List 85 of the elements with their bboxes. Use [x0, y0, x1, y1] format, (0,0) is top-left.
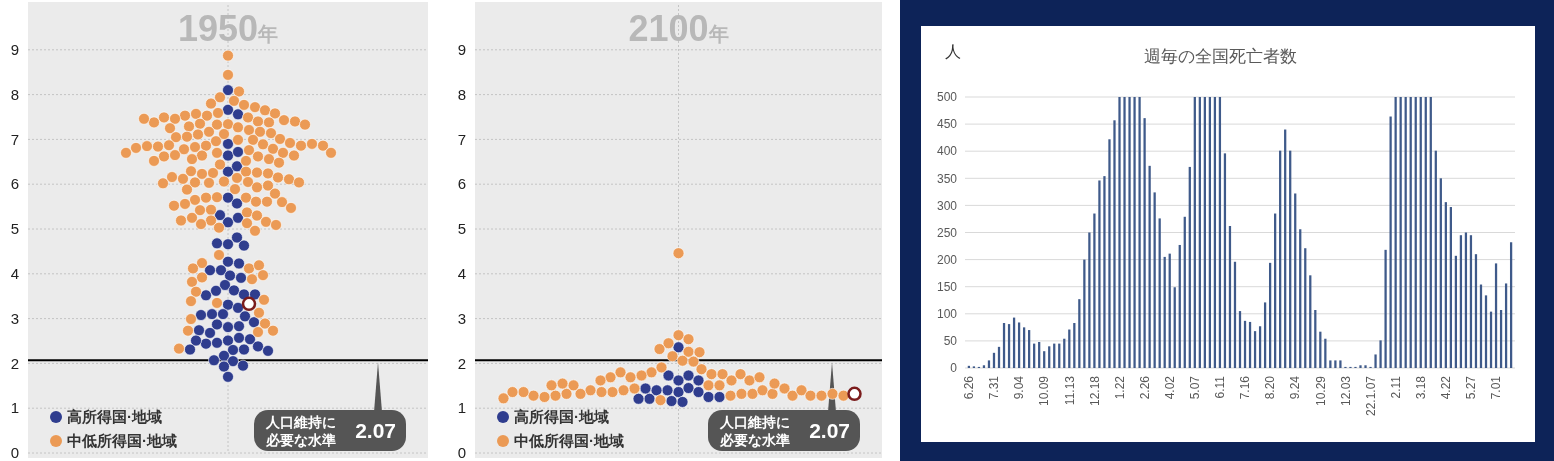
- y-tick-label: 400: [936, 144, 958, 159]
- y-tick-label: 7: [457, 130, 467, 148]
- x-tick-label: 5.27: [1464, 375, 1479, 400]
- y-tick-label: 250: [936, 225, 958, 240]
- bar: [1329, 360, 1332, 368]
- bar: [1108, 139, 1111, 368]
- bar: [982, 365, 986, 368]
- y-tick-label: 2: [10, 354, 20, 372]
- y-tick-label: 300: [936, 198, 958, 213]
- legend-label: 高所得国·地域: [67, 408, 162, 426]
- text: 人口維持に必要な水準 2.07: [720, 414, 850, 448]
- x-tick-label: 11.13: [1062, 375, 1077, 406]
- bar: [1088, 232, 1091, 368]
- y-tick-label: 9: [457, 41, 467, 59]
- y-tick-label: 500: [936, 90, 958, 105]
- bar: [1123, 97, 1126, 368]
- y-tick-label: 4: [10, 265, 20, 283]
- y-tick-label: 1: [10, 399, 20, 417]
- y-tick-label: 5: [10, 220, 20, 238]
- y-axis-title: 人: [945, 43, 961, 60]
- x-tick-label: 7.31: [987, 375, 1002, 400]
- bar: [1334, 360, 1337, 368]
- x-tick-label: 12.03: [1338, 375, 1353, 407]
- bar: [1133, 97, 1136, 368]
- x-tick-label: 5.07: [1188, 375, 1203, 400]
- bar: [1128, 97, 1131, 368]
- x-tick-label: 2.11: [1388, 375, 1403, 399]
- x-tick-label: 8.20: [1263, 375, 1278, 400]
- y-tick-label: 7: [10, 130, 20, 148]
- chart-title: 週毎の全国死亡者数: [1143, 47, 1297, 66]
- x-tick-label: 4.22: [1439, 375, 1454, 400]
- bar: [1138, 97, 1141, 368]
- y-tick-label: 0: [457, 444, 467, 461]
- x-tick-label: 10.29: [1313, 375, 1328, 407]
- legend-label: 高所得国·地域: [514, 408, 609, 426]
- y-tick-label: 6: [10, 175, 20, 193]
- x-tick-label: 7.16: [1238, 375, 1253, 400]
- y-tick-label: 1: [457, 399, 467, 417]
- y-tick-label: 350: [936, 171, 958, 186]
- x-tick-label: 4.02: [1162, 375, 1177, 400]
- bar: [1048, 346, 1051, 368]
- bar: [1359, 365, 1362, 368]
- y-tick-label: 9: [10, 41, 20, 59]
- y-tick-label: 3: [457, 309, 467, 327]
- bar: [987, 360, 991, 368]
- x-tick-label: 6.11: [1213, 375, 1228, 399]
- x-tick-label: 9.24: [1288, 375, 1303, 400]
- y-tick-label: 8: [457, 85, 467, 103]
- legend-label: 中低所得国·地域: [514, 432, 624, 450]
- bar: [1118, 97, 1121, 368]
- y-tick-label: 8: [10, 85, 20, 103]
- y-tick-label: 200: [936, 252, 958, 267]
- y-tick-label: 3: [10, 309, 20, 327]
- x-tick-label: 12.18: [1087, 375, 1102, 407]
- x-tick-label: 6.26: [962, 375, 977, 400]
- y-tick-label: 50: [943, 334, 958, 349]
- bar: [1103, 176, 1106, 368]
- x-tick-label: 7.01: [1489, 375, 1504, 400]
- bar: [1143, 118, 1146, 368]
- bar: [1374, 354, 1377, 368]
- bar: [1364, 365, 1367, 368]
- x-tick-label: 22.1.07: [1363, 375, 1378, 417]
- y-tick-label: 5: [457, 220, 467, 238]
- x-tick-label: 3.18: [1413, 375, 1428, 400]
- y-tick-label: 4: [457, 265, 467, 283]
- bar: [1093, 213, 1096, 368]
- x-tick-label: 1.22: [1112, 375, 1127, 400]
- bar: [1379, 340, 1382, 368]
- bar: [1384, 249, 1387, 368]
- y-tick-label: 100: [936, 307, 958, 321]
- y-tick-label: 150: [936, 279, 958, 294]
- text: 人口維持に必要な水準 2.07: [266, 414, 396, 448]
- y-tick-label: 2: [457, 354, 467, 372]
- y-tick-label: 450: [936, 117, 958, 132]
- x-tick-label: 10.09: [1037, 375, 1052, 407]
- x-tick-label: 2.26: [1137, 375, 1152, 400]
- y-tick-label: 0: [950, 361, 958, 376]
- y-tick-label: 6: [457, 175, 467, 193]
- x-tick-label: 9.04: [1012, 375, 1027, 400]
- bar: [1113, 120, 1116, 368]
- y-tick-label: 0: [10, 444, 20, 461]
- legend-label: 中低所得国·地域: [67, 432, 177, 450]
- bar: [1098, 180, 1101, 368]
- bar: [1339, 360, 1342, 368]
- bar: [1389, 116, 1392, 368]
